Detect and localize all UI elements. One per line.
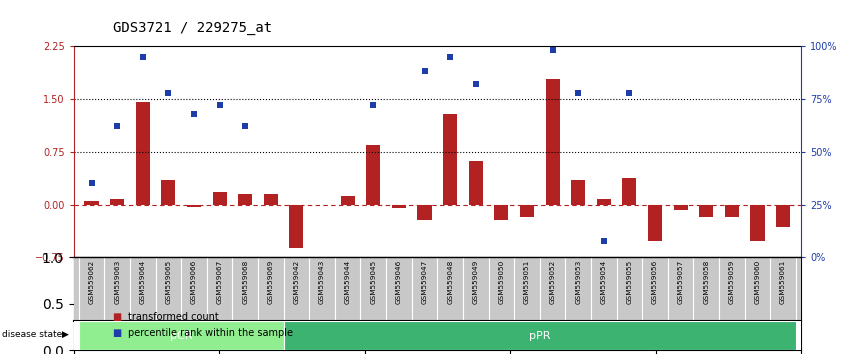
Text: ▶: ▶	[62, 330, 69, 339]
Bar	[79, 321, 284, 350]
Text: GSM559042: GSM559042	[294, 259, 300, 304]
Text: GSM559053: GSM559053	[575, 259, 581, 304]
Bar	[85, 201, 99, 205]
Bar	[546, 79, 559, 205]
Text: percentile rank within the sample: percentile rank within the sample	[128, 328, 294, 338]
Bar	[443, 114, 457, 205]
Bar	[674, 205, 688, 210]
Bar	[289, 205, 303, 248]
Text: GSM559068: GSM559068	[242, 259, 249, 304]
Bar	[238, 194, 252, 205]
Text: GDS3721 / 229275_at: GDS3721 / 229275_at	[113, 21, 272, 35]
Bar	[520, 205, 534, 217]
Bar	[623, 178, 637, 205]
Bar	[366, 145, 380, 205]
Text: GSM559055: GSM559055	[626, 259, 632, 304]
Text: GSM559051: GSM559051	[524, 259, 530, 304]
Bar	[597, 199, 611, 205]
Text: GSM559067: GSM559067	[216, 259, 223, 304]
Text: GSM559066: GSM559066	[191, 259, 197, 304]
Bar	[699, 205, 714, 217]
Text: GSM559045: GSM559045	[371, 259, 377, 304]
Bar	[284, 321, 796, 350]
Bar	[187, 205, 201, 207]
Text: disease state: disease state	[2, 330, 62, 339]
Text: pPR: pPR	[529, 331, 551, 341]
Text: GSM559065: GSM559065	[165, 259, 171, 304]
Text: GSM559057: GSM559057	[678, 259, 683, 304]
Text: ■: ■	[113, 328, 122, 338]
Text: GSM559052: GSM559052	[550, 259, 556, 304]
Bar	[494, 205, 508, 220]
Bar	[264, 194, 278, 205]
Bar	[725, 205, 739, 217]
Text: GSM559047: GSM559047	[422, 259, 428, 304]
Text: GSM559049: GSM559049	[473, 259, 479, 304]
Text: GSM559069: GSM559069	[268, 259, 274, 304]
Text: GSM559061: GSM559061	[780, 259, 786, 304]
Text: GSM559054: GSM559054	[601, 259, 607, 304]
Bar	[340, 196, 355, 205]
Text: GSM559063: GSM559063	[114, 259, 120, 304]
Bar	[161, 180, 176, 205]
Text: GSM559056: GSM559056	[652, 259, 658, 304]
Bar	[776, 205, 790, 227]
Bar	[648, 205, 662, 241]
Text: GSM559064: GSM559064	[139, 259, 145, 304]
Text: GSM559060: GSM559060	[754, 259, 760, 304]
Text: GSM559062: GSM559062	[88, 259, 94, 304]
Bar	[212, 192, 227, 205]
Text: GSM559058: GSM559058	[703, 259, 709, 304]
Bar	[751, 205, 765, 241]
Text: GSM559043: GSM559043	[319, 259, 325, 304]
Text: GSM559050: GSM559050	[498, 259, 504, 304]
Bar	[136, 102, 150, 205]
Text: pCR: pCR	[170, 331, 192, 341]
Text: GSM559046: GSM559046	[396, 259, 402, 304]
Bar	[391, 205, 406, 208]
Bar	[469, 161, 483, 205]
Text: ■: ■	[113, 312, 122, 322]
Text: transformed count: transformed count	[128, 312, 219, 322]
Text: GSM559059: GSM559059	[729, 259, 735, 304]
Text: GSM559044: GSM559044	[345, 259, 351, 304]
Bar	[110, 199, 124, 205]
Bar	[417, 205, 431, 220]
Bar	[572, 180, 585, 205]
Text: GSM559048: GSM559048	[447, 259, 453, 304]
